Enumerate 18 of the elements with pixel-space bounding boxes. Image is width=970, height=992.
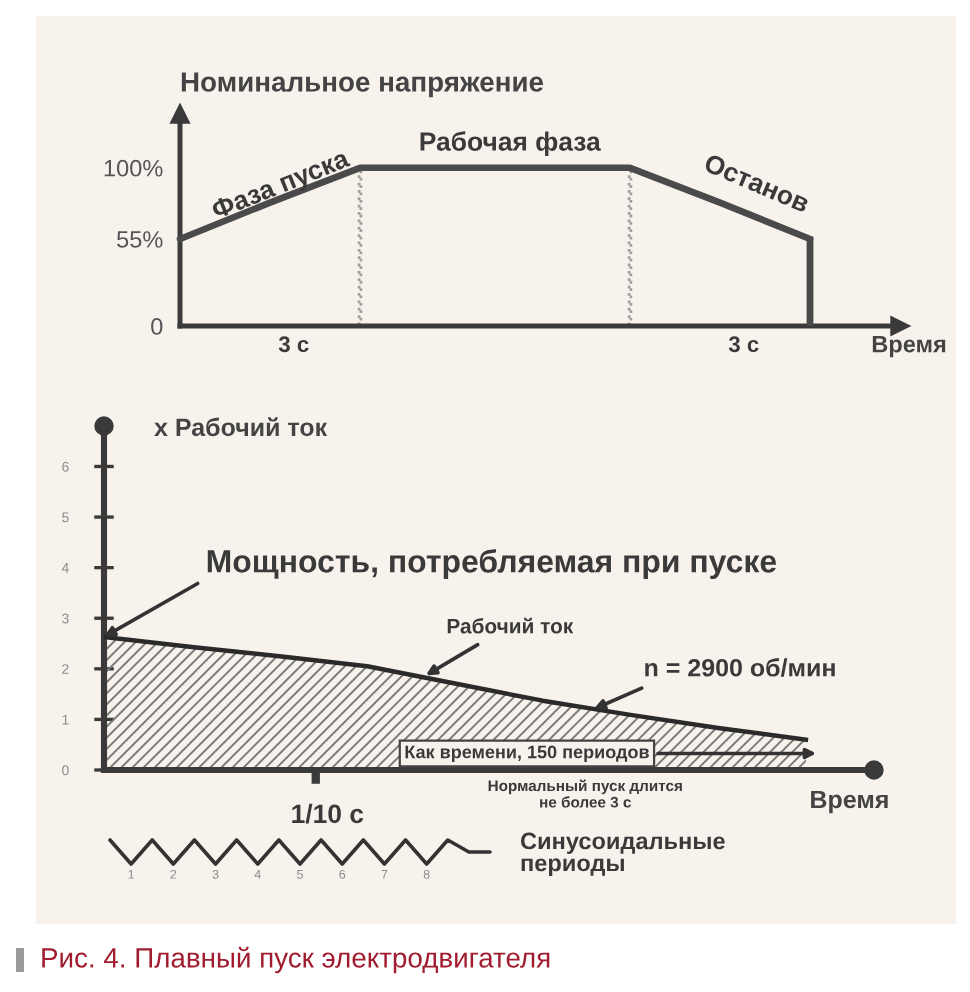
annotation: Мощность, потребляемая при пуске [207, 548, 777, 579]
y-tick-label: 55% [117, 231, 163, 248]
text: 1/10 с [292, 803, 364, 824]
annotation: Рабочая фаза [420, 131, 601, 157]
annotation: Как времени, 150 периодов [405, 745, 649, 762]
x-axis-title: Время [872, 336, 946, 358]
y-tick-label: 0 [151, 318, 163, 335]
text: 3 с [728, 336, 759, 353]
y-tick-label: 100% [104, 159, 163, 177]
annotation: n = 2900 об/мин [645, 658, 835, 677]
text: Синусоидальные периоды [520, 832, 725, 877]
annotation: Фаза пуска [210, 148, 353, 225]
text: Рис. 4. Плавный пуск электродвигателя [42, 946, 550, 974]
x-axis-title: Время [811, 790, 888, 814]
annotation: Рабочий ток [447, 617, 574, 634]
y-axis-title: Номинальное напряжение [181, 72, 544, 98]
text: 3 с [278, 336, 309, 353]
y-axis-title: x Рабочий ток [154, 417, 328, 437]
